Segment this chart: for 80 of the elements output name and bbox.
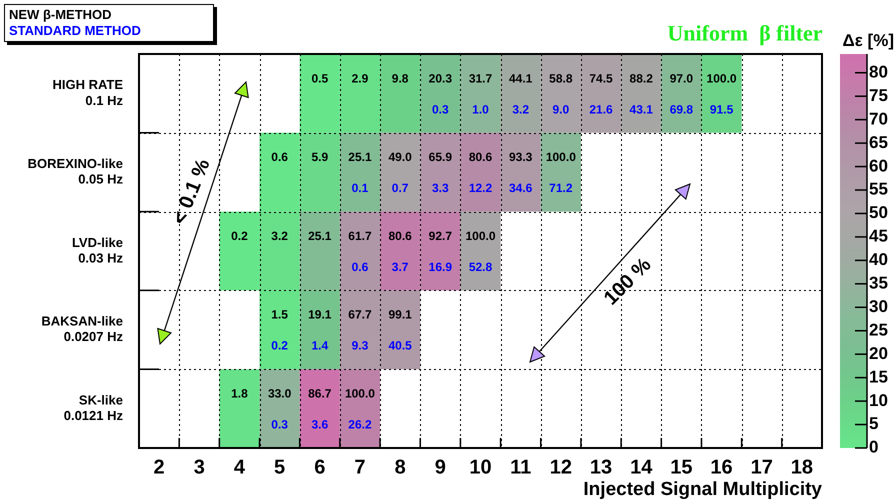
text: NEW β-METHOD bbox=[9, 7, 113, 23]
color-bar-label: 65 bbox=[869, 132, 888, 152]
color-bar-label: 45 bbox=[869, 226, 888, 246]
color-bar-label: 10 bbox=[869, 390, 888, 410]
text: 19.1 1.4 bbox=[308, 308, 332, 353]
text: 80.6 3.7 bbox=[388, 228, 412, 274]
color-bar-label: 15 bbox=[869, 367, 888, 386]
text: 100.0 91.5 bbox=[706, 71, 737, 116]
x-tick-label: 8 bbox=[394, 456, 406, 479]
x-tick-label: 3 bbox=[194, 456, 205, 479]
color-bar-label: 80 bbox=[869, 62, 888, 82]
x-tick-label: 5 bbox=[274, 456, 286, 479]
x-tick-label: 15 bbox=[670, 456, 693, 479]
annotation: 100 % bbox=[600, 254, 656, 310]
x-tick-label: 16 bbox=[710, 456, 733, 479]
text: 58.8 9.0 bbox=[549, 71, 573, 116]
color-bar-title: Δε [%] bbox=[842, 31, 894, 50]
y-tick-label: LVD-like 0.03 Hz bbox=[72, 234, 124, 266]
color-bar-label: 30 bbox=[869, 296, 888, 316]
text: 33.0 0.3 bbox=[268, 386, 292, 432]
color-bar-label: 40 bbox=[869, 250, 888, 270]
color-bar-label: 20 bbox=[869, 344, 888, 363]
text: 74.5 21.6 bbox=[589, 71, 613, 116]
text: 44.1 3.2 bbox=[508, 71, 532, 116]
data-label: 25.1 bbox=[308, 228, 332, 243]
data-label: 0.2 bbox=[231, 228, 248, 243]
x-tick-label: 17 bbox=[750, 456, 773, 479]
text: 100.0 52.8 bbox=[465, 228, 496, 274]
color-bar-label: 35 bbox=[869, 274, 888, 293]
text: 25.1 0.1 bbox=[348, 150, 372, 196]
x-tick-label: 2 bbox=[154, 456, 165, 479]
y-tick-label: SK-like 0.0121 Hz bbox=[64, 392, 124, 423]
data-label: 0.6 bbox=[271, 150, 288, 164]
y-tick-label: HIGH RATE 0.1 Hz bbox=[52, 77, 124, 108]
y-tick-label: BAKSAN-like 0.0207 Hz bbox=[41, 314, 124, 344]
x-tick-label: 6 bbox=[314, 456, 326, 479]
color-bar-label: 50 bbox=[869, 203, 888, 222]
x-tick-label: 12 bbox=[550, 456, 572, 479]
text: 65.9 3.3 bbox=[428, 150, 452, 196]
x-tick-label: 9 bbox=[434, 456, 446, 479]
x-tick-label: 14 bbox=[630, 456, 654, 479]
data-label: 0.5 bbox=[311, 71, 328, 86]
data-label: 5.9 bbox=[311, 150, 328, 164]
text: 1.5 0.2 bbox=[271, 308, 288, 353]
color-bar-label: 55 bbox=[869, 180, 888, 199]
data-label: 9.8 bbox=[392, 71, 409, 86]
text: 86.7 3.6 bbox=[308, 386, 332, 432]
data-label: 2.9 bbox=[352, 71, 369, 86]
x-axis-title: Injected Signal Multiplicity bbox=[583, 478, 822, 500]
x-tick-label: 18 bbox=[790, 456, 814, 479]
color-bar-label: 60 bbox=[869, 156, 888, 176]
text: 67.7 9.3 bbox=[348, 308, 372, 353]
text: 92.7 16.9 bbox=[428, 228, 452, 274]
color-bar-label: 25 bbox=[869, 320, 888, 340]
text: 88.2 43.1 bbox=[630, 71, 653, 116]
x-tick-label: 4 bbox=[234, 456, 246, 479]
color-bar-label: 75 bbox=[869, 86, 888, 105]
text: STANDARD METHOD bbox=[9, 23, 142, 39]
annotation: < 0.1 % bbox=[168, 156, 215, 228]
text: 99.1 40.5 bbox=[388, 308, 412, 353]
x-tick-label: 13 bbox=[590, 456, 612, 479]
data-label: 1.8 bbox=[231, 386, 248, 401]
x-tick-label: 10 bbox=[469, 456, 492, 479]
color-bar-label: 5 bbox=[869, 414, 878, 434]
text: 93.3 34.6 bbox=[508, 150, 532, 196]
color-bar-label: 0 bbox=[869, 438, 878, 457]
y-tick-label: BOREXINO-like 0.05 Hz bbox=[28, 156, 124, 187]
text: 20.3 0.3 bbox=[428, 71, 452, 116]
x-tick-label: 11 bbox=[510, 456, 532, 479]
text: 31.7 1.0 bbox=[468, 71, 492, 116]
text: Uniform β filter bbox=[667, 20, 823, 46]
text: 100.0 26.2 bbox=[344, 386, 375, 432]
data-label: 3.2 bbox=[271, 228, 288, 243]
text: 49.0 0.7 bbox=[388, 150, 412, 196]
text: 80.6 12.2 bbox=[468, 150, 492, 196]
text: 97.0 69.8 bbox=[670, 71, 694, 116]
color-bar-label: 70 bbox=[869, 109, 888, 128]
text: 100.0 71.2 bbox=[546, 150, 576, 196]
x-tick-label: 7 bbox=[354, 456, 366, 479]
text: 61.7 0.6 bbox=[348, 228, 372, 274]
